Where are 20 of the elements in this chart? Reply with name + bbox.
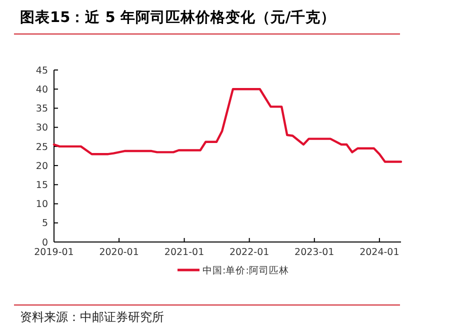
x-tick-label: 2024-01 xyxy=(360,247,400,258)
y-tick-label: 0 xyxy=(42,237,48,248)
y-tick-label: 5 xyxy=(42,218,48,230)
y-tick-label: 20 xyxy=(36,160,48,172)
y-tick-label: 40 xyxy=(36,84,48,96)
y-tick-label: 35 xyxy=(36,104,48,115)
chart-title: 图表15：近 5 年阿司匹林价格变化（元/千克） xyxy=(20,8,336,26)
y-tick-label: 25 xyxy=(36,142,48,153)
x-tick-label: 2022-01 xyxy=(229,247,270,258)
y-tick-label: 45 xyxy=(36,65,48,76)
line-series xyxy=(52,88,402,163)
text: 资料来源：中邮证券研究所 xyxy=(20,310,164,324)
legend-label: 中国:单价:阿司匹林 xyxy=(202,264,289,276)
y-tick-label: 15 xyxy=(36,180,48,191)
x-tick-label: 2019-01 xyxy=(34,247,74,258)
x-tick-label: 2023-01 xyxy=(294,247,334,258)
y-tick-label: 10 xyxy=(36,199,48,210)
y-tick-label: 30 xyxy=(36,122,48,134)
x-tick-label: 2020-01 xyxy=(99,247,139,258)
x-tick-label: 2021-01 xyxy=(164,247,204,258)
